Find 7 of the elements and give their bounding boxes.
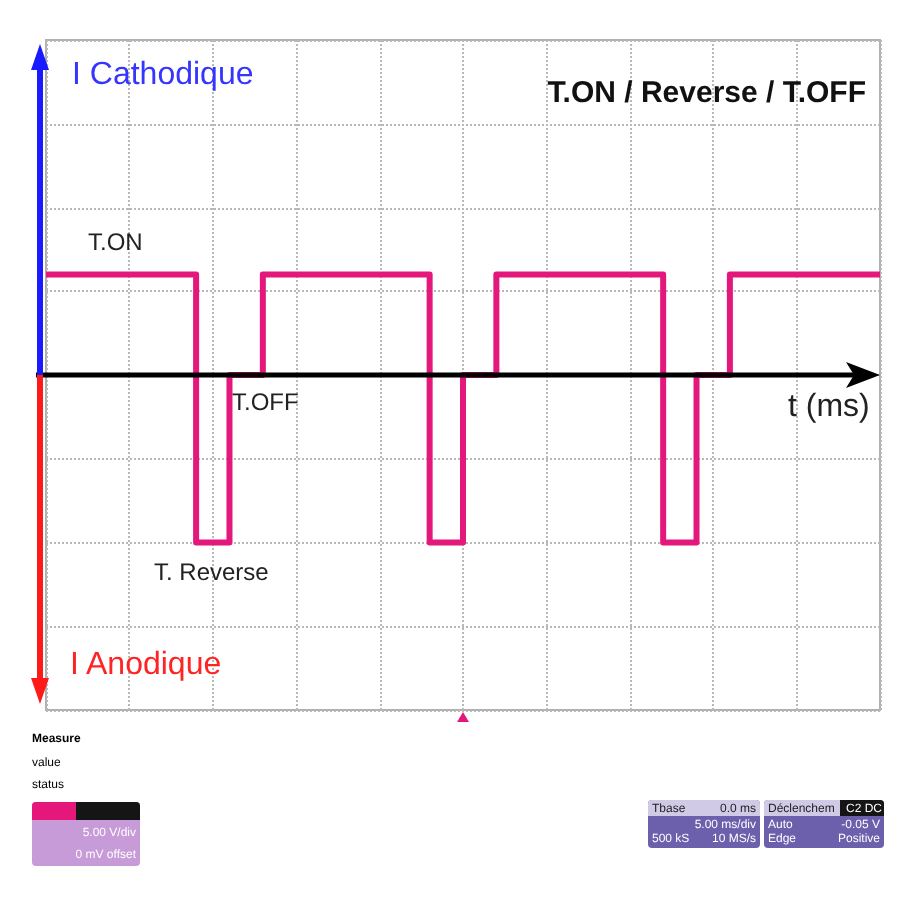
annotation: T. Reverse [154,558,269,587]
x-axis-title: t (ms) [788,390,870,424]
text: I Cathodique [72,58,254,94]
chart-title: T.ON / Reverse / T.OFF [547,76,867,110]
text: I Anodique [70,648,222,684]
annotation: T.OFF [232,387,299,415]
annotation: T.ON [88,228,143,257]
